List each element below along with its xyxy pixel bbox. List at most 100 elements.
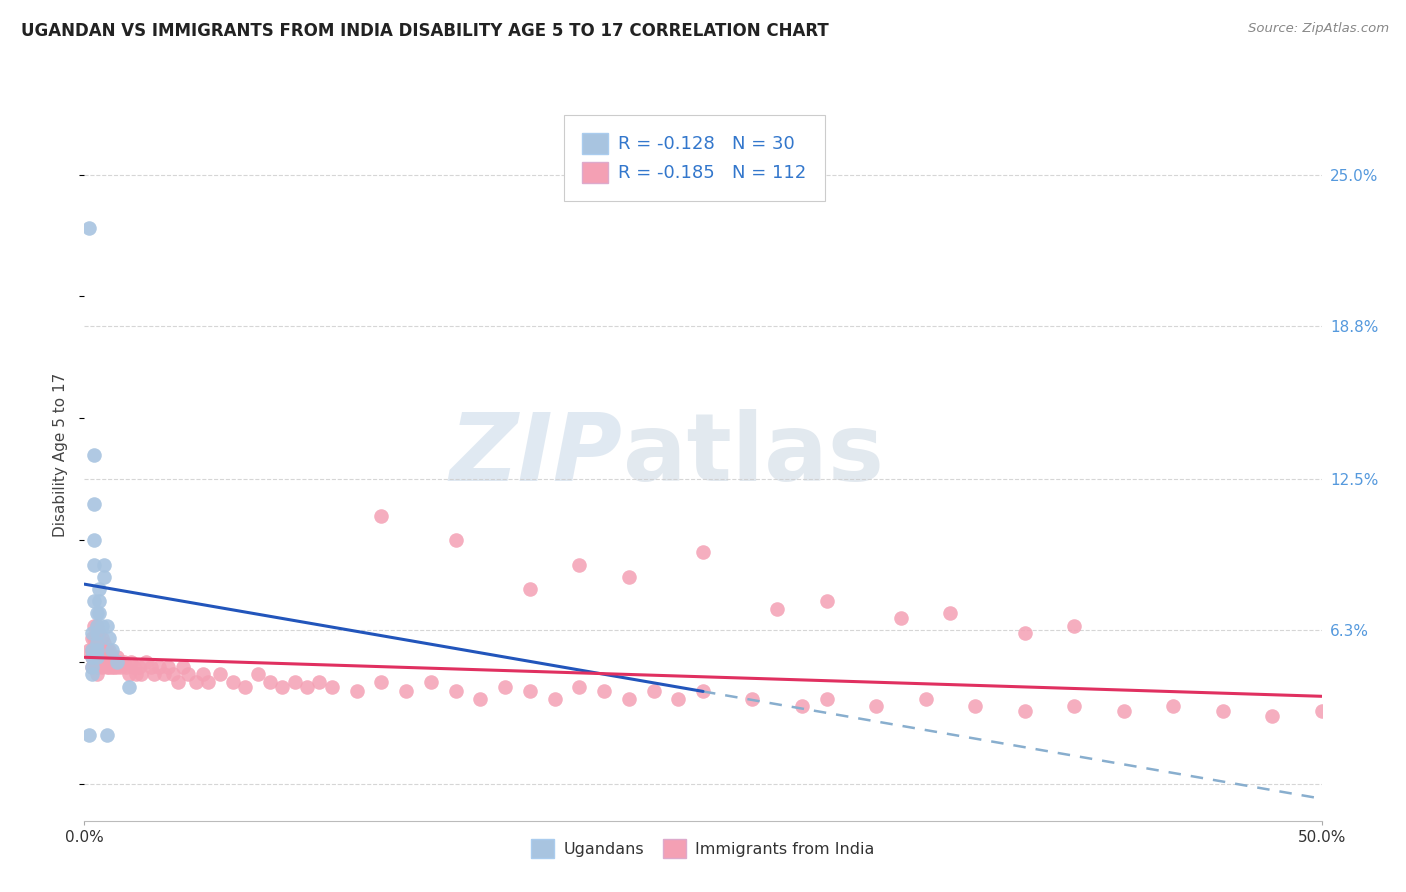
Point [259,674,281,689]
Point [96,643,118,657]
Point [108,655,131,669]
Point [86,618,108,632]
Legend: Ugandans, Immigrants from India: Ugandans, Immigrants from India [522,830,884,868]
Point [79,643,101,657]
Point [766,601,789,615]
Point [86,631,108,645]
Point [93,570,115,584]
Point [617,570,640,584]
Point [346,684,368,698]
Point [593,684,616,698]
Point [815,691,838,706]
Point [1161,699,1184,714]
Point [105,650,128,665]
Point [98,631,121,645]
Point [98,660,121,674]
Point [135,655,157,669]
Point [83,533,105,548]
Point [246,667,269,681]
Point [103,655,125,669]
Point [90,618,112,632]
Text: Source: ZipAtlas.com: Source: ZipAtlas.com [1249,22,1389,36]
Point [89,635,111,649]
Point [115,660,138,674]
Point [89,643,111,657]
Point [80,643,103,657]
Point [284,674,307,689]
Point [86,607,108,621]
Point [965,699,987,714]
Point [125,667,148,681]
Point [543,691,565,706]
Text: ZIP: ZIP [450,409,623,501]
Point [105,660,128,674]
Point [162,667,184,681]
Point [86,660,108,674]
Point [83,594,105,608]
Point [321,680,343,694]
Point [666,691,689,706]
Point [112,655,135,669]
Point [93,643,115,657]
Point [96,618,118,632]
Point [157,660,180,674]
Point [86,626,108,640]
Point [80,650,103,665]
Point [1014,704,1036,718]
Point [118,680,141,694]
Point [790,699,813,714]
Point [148,660,170,674]
Point [86,643,108,657]
Point [692,684,714,698]
Point [90,650,112,665]
Point [86,650,108,665]
Point [395,684,418,698]
Point [100,643,122,657]
Point [86,643,108,657]
Point [568,680,591,694]
Point [1063,618,1085,632]
Point [83,631,105,645]
Point [167,674,190,689]
Point [90,643,112,657]
Point [89,626,111,640]
Point [79,728,101,742]
Point [494,680,516,694]
Text: atlas: atlas [623,409,883,501]
Point [152,667,174,681]
Point [89,650,111,665]
Y-axis label: Disability Age 5 to 17: Disability Age 5 to 17 [53,373,69,537]
Point [419,674,441,689]
Point [370,508,392,523]
Point [1261,708,1284,723]
Point [83,558,105,572]
Point [83,618,105,632]
Point [643,684,665,698]
Point [86,667,108,681]
Point [80,660,103,674]
Point [129,667,152,681]
Point [80,643,103,657]
Point [105,655,128,669]
Point [93,635,115,649]
Point [141,660,163,674]
Point [444,684,467,698]
Point [519,684,541,698]
Point [83,643,105,657]
Point [470,691,492,706]
Point [184,674,207,689]
Point [80,660,103,674]
Point [172,660,194,674]
Point [86,635,108,649]
Point [96,660,118,674]
Point [80,667,103,681]
Point [80,650,103,665]
Point [100,650,122,665]
Point [617,691,640,706]
Point [1310,704,1333,718]
Point [1212,704,1234,718]
Point [444,533,467,548]
Point [233,680,256,694]
Point [93,650,115,665]
Point [86,635,108,649]
